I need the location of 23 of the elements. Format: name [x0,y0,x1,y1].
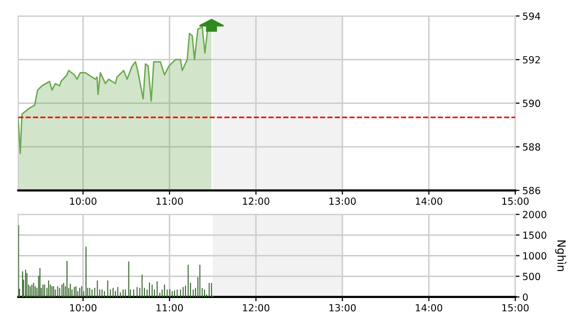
x-tick-label: 14:00 [416,304,442,312]
y-tick-label: 592 [522,56,540,64]
x-tick-label: 15:00 [502,304,529,312]
y-tick-label: 2000 [522,210,546,218]
y-tick-label: 1500 [523,232,546,239]
x-tick-label: 13:00 [329,198,356,205]
y-tick-label: 1000 [523,252,546,260]
y-tick-label: 0 [522,293,528,301]
y-tick-label: 590 [522,100,540,108]
x-tick-label: 13:00 [329,304,356,312]
x-tick-label: 11:00 [156,198,183,205]
y-tick-label: 586 [522,186,540,194]
x-tick-label: 10:00 [70,304,96,312]
x-tick-label: 14:00 [416,198,442,205]
x-tick-label: 12:00 [243,304,270,312]
x-tick-label: 15:00 [502,198,529,205]
x-tick-label: 11:00 [156,304,183,312]
x-tick-label: 10:00 [70,198,96,205]
y-tick-label: 500 [522,272,540,280]
y-tick-label: 594 [522,12,540,20]
x-tick-label: 12:00 [243,198,270,205]
y-tick-label: 588 [522,143,540,151]
y-axis-title: Nghìn [555,240,566,272]
